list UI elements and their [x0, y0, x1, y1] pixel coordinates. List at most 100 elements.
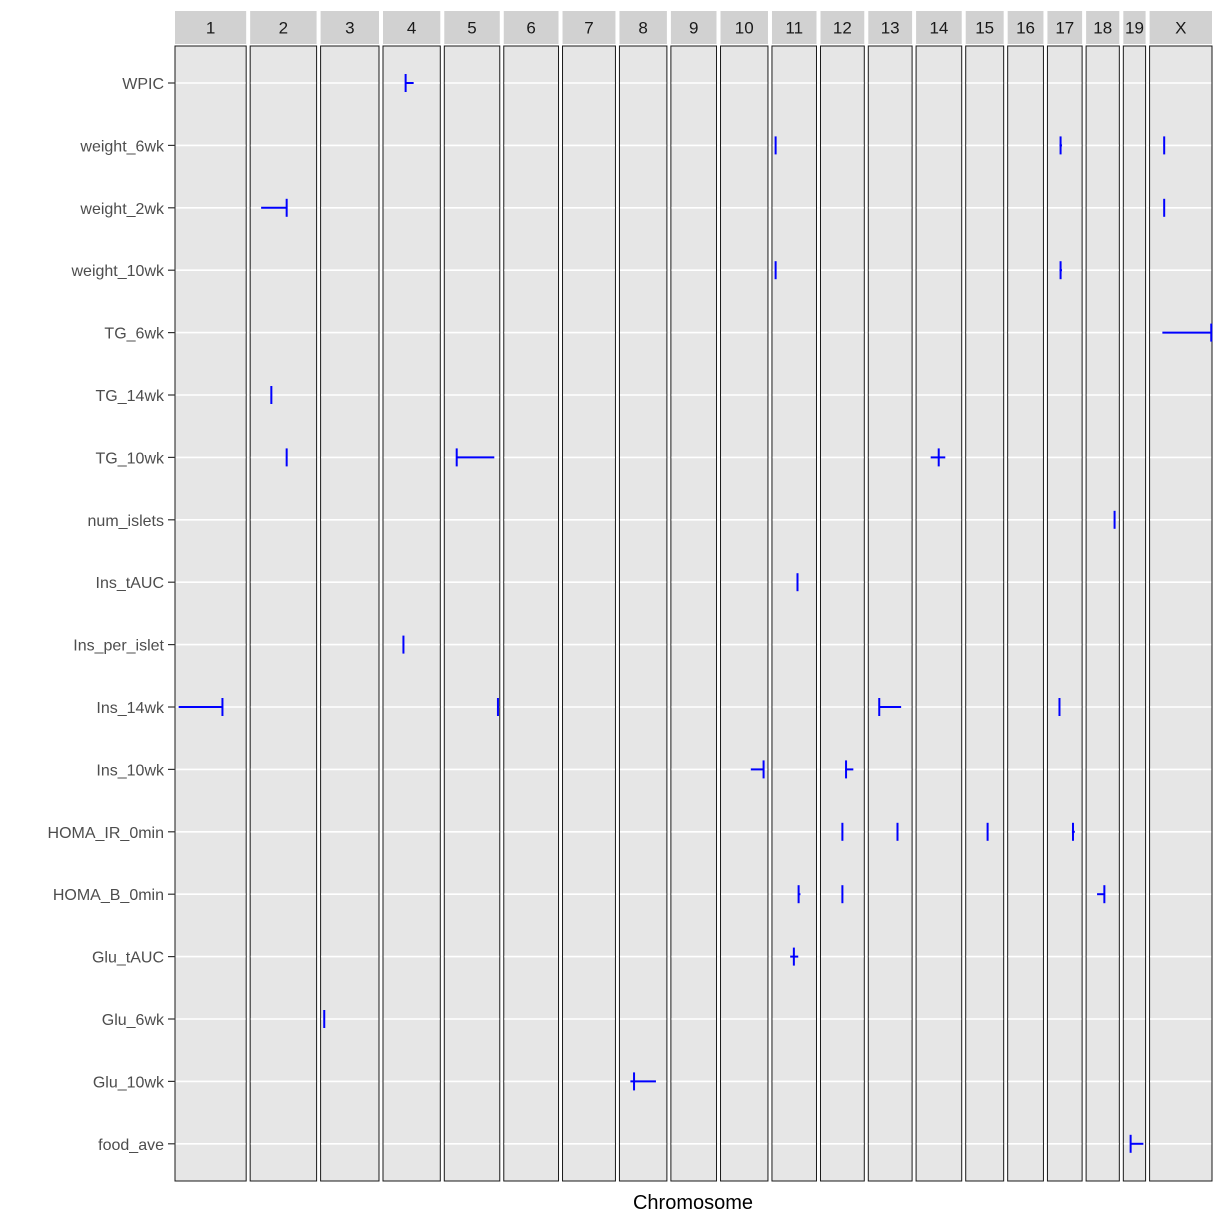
- panel-background: [382, 45, 441, 1182]
- strip-background: [320, 11, 379, 44]
- qtl-interval: [402, 635, 405, 654]
- qtl-interval: [774, 136, 777, 155]
- qtl-intervals: [178, 74, 1213, 1153]
- strip-background: [1149, 11, 1212, 44]
- chromosome-panel-17: 17: [1046, 11, 1083, 1182]
- chromosome-panel-5: 5: [443, 11, 501, 1182]
- trait-label: Ins_14wk: [96, 700, 165, 717]
- qtl-interval: [878, 698, 902, 716]
- trait-label: Glu_tAUC: [92, 950, 164, 967]
- chromosome-label: 5: [467, 19, 476, 38]
- qtl-interval: [1113, 510, 1116, 529]
- qtl-interval: [1059, 261, 1063, 280]
- qtl-interval: [986, 822, 989, 841]
- trait-label: num_islets: [88, 513, 164, 530]
- panel-background: [1149, 45, 1213, 1182]
- panel-background: [819, 45, 865, 1182]
- panel-background: [562, 45, 616, 1182]
- chromosome-label: 8: [638, 19, 647, 38]
- qtl-interval: [896, 822, 899, 841]
- panel-background: [670, 45, 718, 1182]
- panel-background: [915, 45, 963, 1182]
- chromosome-label: 16: [1016, 19, 1035, 38]
- chromosome-label: 10: [735, 19, 754, 38]
- qtl-interval: [796, 573, 799, 592]
- chromosome-panel-1: 1: [174, 11, 247, 1182]
- strip-background: [619, 11, 667, 44]
- chromosome-label: 6: [526, 19, 535, 38]
- chromosome-panel-8: 8: [618, 11, 668, 1182]
- chromosome-panel-6: 6: [503, 11, 560, 1182]
- qtl-interval: [1071, 822, 1075, 841]
- chromosome-label: 3: [345, 19, 354, 38]
- chromosome-label: X: [1175, 19, 1186, 38]
- chromosome-panel-2: 2: [249, 11, 318, 1182]
- chromosome-label: 19: [1125, 19, 1144, 38]
- chromosome-panel-18: 18: [1085, 11, 1120, 1182]
- strip-background: [1047, 11, 1083, 44]
- qtl-interval: [1129, 1134, 1144, 1153]
- panel-background: [174, 45, 247, 1182]
- trait-label: TG_10wk: [96, 450, 165, 467]
- trait-label: HOMA_B_0min: [53, 887, 164, 904]
- strip-background: [562, 11, 616, 44]
- strip-background: [250, 11, 317, 44]
- trait-label: weight_6wk: [79, 138, 165, 155]
- panel-background: [1085, 45, 1120, 1182]
- trait-label: Glu_6wk: [102, 1012, 165, 1029]
- qtl-interval: [750, 760, 765, 779]
- chromosome-panel-16: 16: [1007, 11, 1044, 1182]
- chromosome-panel-9: 9: [670, 11, 718, 1182]
- qtl-interval: [1059, 136, 1063, 155]
- panel-background: [771, 45, 817, 1182]
- chromosome-panel-19: 19: [1122, 11, 1147, 1182]
- qtl-interval: [1097, 885, 1106, 904]
- qtl-interval: [323, 1010, 326, 1028]
- chromosome-panel-14: 14: [915, 11, 963, 1182]
- chromosome-panel-3: 3: [320, 11, 380, 1182]
- qtl-interval: [285, 448, 288, 467]
- strip-background: [175, 11, 247, 44]
- panel-background: [618, 45, 668, 1182]
- qtl-interval: [1163, 136, 1166, 155]
- qtl-interval: [797, 885, 801, 904]
- trait-label: Glu_10wk: [93, 1074, 165, 1091]
- trait-label: Ins_10wk: [96, 762, 165, 779]
- trait-label: TG_14wk: [96, 388, 165, 405]
- chromosome-panel-11: 11: [771, 11, 817, 1182]
- trait-label: weight_2wk: [79, 201, 165, 218]
- qtl-interval: [261, 198, 288, 217]
- chromosome-panel-7: 7: [562, 11, 616, 1182]
- panel-background: [249, 45, 318, 1182]
- strip-background: [1086, 11, 1120, 44]
- panel-background: [965, 45, 1005, 1182]
- chromosome-panels: 1 2 3 4 5 6 7 8 9 10 11 12 13 14 15 16 17 18 19 X: [174, 11, 1213, 1182]
- panel-background: [320, 45, 380, 1182]
- chromosome-label: 9: [689, 19, 698, 38]
- chromosome-label: 13: [881, 19, 900, 38]
- trait-label: Ins_per_islet: [73, 638, 164, 655]
- panel-background: [1122, 45, 1147, 1182]
- chromosome-panel-X: X: [1149, 11, 1213, 1182]
- qtl-interval: [841, 885, 844, 904]
- strip-background: [868, 11, 913, 44]
- panel-background: [867, 45, 913, 1182]
- qtl-interval: [1163, 198, 1166, 217]
- chromosome-panel-10: 10: [720, 11, 769, 1182]
- chromosome-label: 12: [833, 19, 852, 38]
- panel-background: [1007, 45, 1044, 1182]
- strip-background: [820, 11, 865, 44]
- qtl-interval: [841, 822, 844, 841]
- chromosome-panel-13: 13: [867, 11, 913, 1182]
- chromosome-label: 1: [206, 19, 215, 38]
- trait-label: WPIC: [122, 76, 164, 93]
- trait-label: weight_10wk: [71, 263, 166, 280]
- chromosome-label: 7: [584, 19, 593, 38]
- qtl-interval: [630, 1072, 656, 1091]
- qtl-interval: [845, 760, 854, 779]
- chromosome-label: 14: [929, 19, 948, 38]
- chromosome-label: 18: [1093, 19, 1112, 38]
- trait-label: HOMA_IR_0min: [48, 825, 164, 842]
- strip-background: [916, 11, 962, 44]
- x-axis-label: Chromosome: [633, 1192, 753, 1214]
